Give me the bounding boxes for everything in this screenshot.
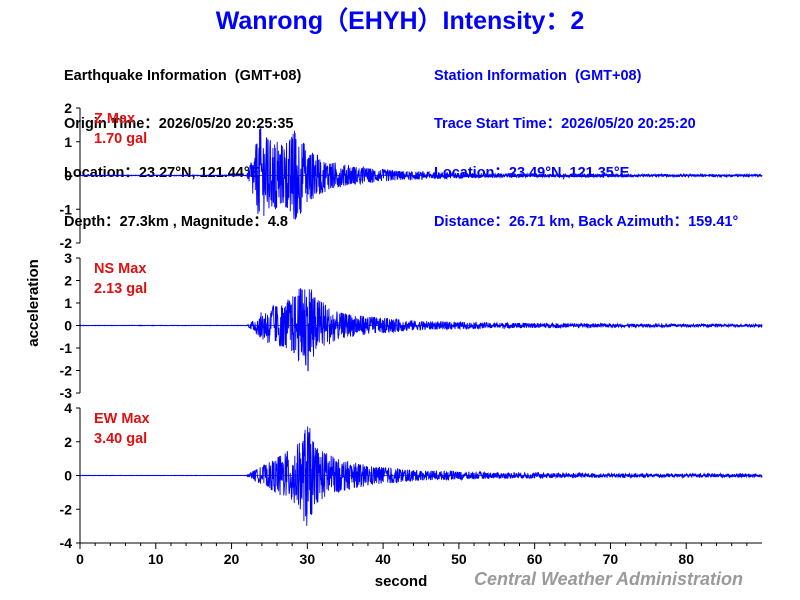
chart-title: Wanrong（EHYH）Intensity：2 (215, 7, 585, 35)
y-tick-label: -2 (60, 363, 73, 379)
panel-ns: 3 2 1 0 -1 -2 -3 NS Max 2.13 gal (60, 250, 763, 401)
earthquake-location: Location：23.27°N, 121.44°E (64, 165, 260, 182)
y-tick-label: 2 (64, 100, 72, 116)
credit-text: Central Weather Administration (474, 569, 744, 589)
earthquake-info-heading: Earthquake Information (GMT+08) (64, 67, 302, 84)
x-tick-label: 10 (148, 551, 164, 567)
y-tick-label: -4 (60, 535, 73, 551)
station-distance: Distance：26.71 km, Back Azimuth：159.41° (434, 214, 739, 231)
station-info: Station Information (GMT+08) Trace Start… (434, 35, 738, 247)
max-label: Z Max (94, 111, 135, 127)
max-value: 1.70 gal (94, 131, 147, 147)
waveform-trace-ns (79, 288, 763, 372)
y-tick-label: 0 (64, 318, 72, 334)
max-value: 3.40 gal (94, 431, 147, 447)
panel-ew: 4 2 0 -2 -4 EW Max 3.40 gal (60, 400, 763, 551)
max-label: EW Max (94, 411, 150, 427)
y-tick-label: 1 (64, 295, 72, 311)
y-tick-label: 1 (64, 134, 72, 150)
y-tick-label: -2 (60, 501, 73, 517)
y-tick-label: 2 (64, 273, 72, 289)
waveform-trace-ew (79, 426, 763, 526)
max-value: 2.13 gal (94, 281, 147, 297)
y-tick-label: -1 (60, 201, 73, 217)
x-tick-label: 80 (678, 551, 694, 567)
x-tick-label: 70 (603, 551, 619, 567)
x-tick-label: 50 (451, 551, 467, 567)
waveform-trace-z (79, 125, 763, 220)
station-info-heading: Station Information (GMT+08) (434, 67, 642, 84)
y-tick-label: -2 (60, 235, 73, 251)
y-tick-label: 4 (64, 400, 72, 416)
earthquake-depth-magnitude: Depth：27.3km , Magnitude：4.8 (64, 214, 288, 231)
x-tick-label: 20 (224, 551, 240, 567)
earthquake-info: Earthquake Information (GMT+08) Origin T… (64, 35, 301, 247)
y-tick-label: 2 (64, 434, 72, 450)
x-tick-label: 60 (527, 551, 543, 567)
x-tick-label: 30 (300, 551, 316, 567)
earthquake-origin-time: Origin Time：2026/05/20 20:25:35 (64, 116, 294, 133)
y-tick-label: 0 (64, 168, 72, 184)
station-location: Location：23.49°N, 121.35°E (434, 165, 630, 182)
y-tick-label: 0 (64, 468, 72, 484)
panel-z: 2 1 0 -1 -2 Z Max 1.70 gal (60, 100, 763, 251)
y-tick-label: -3 (60, 385, 73, 401)
x-tick-label: 0 (76, 551, 84, 567)
max-label: NS Max (94, 261, 146, 277)
y-tick-label: 3 (64, 250, 72, 266)
x-tick-label: 40 (375, 551, 391, 567)
x-axis-label: second (375, 573, 428, 590)
y-axis-label: acceleration (25, 259, 42, 347)
y-tick-label: -1 (60, 340, 73, 356)
x-axis: 0 10 20 30 40 50 60 70 80 (76, 542, 762, 567)
station-trace-start: Trace Start Time：2026/05/20 20:25:20 (434, 116, 696, 133)
